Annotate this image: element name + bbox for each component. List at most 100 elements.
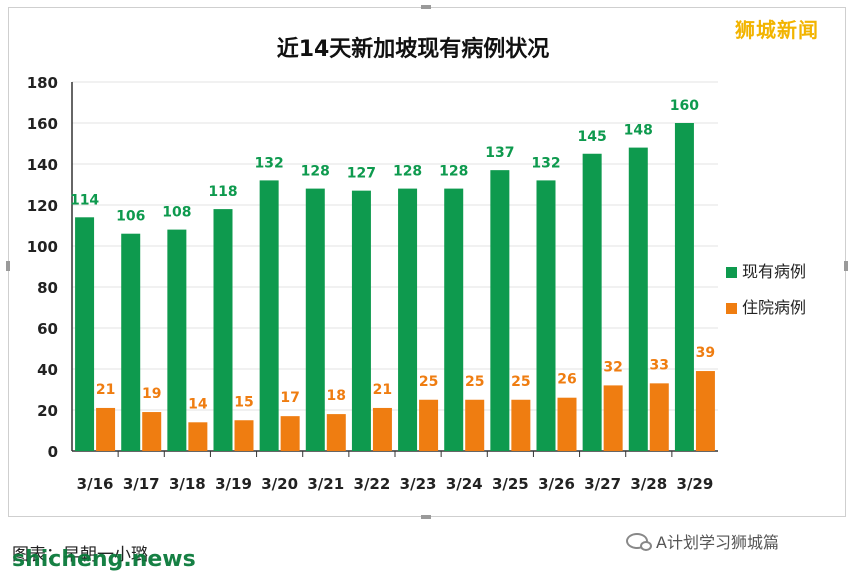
bar-current-cases: [398, 188, 418, 451]
data-label-hospitalized: 15: [234, 394, 253, 410]
y-tick-label: 120: [27, 197, 58, 215]
data-label-current-cases: 160: [670, 98, 699, 114]
data-label-current-cases: 128: [393, 164, 422, 180]
bar-current-cases: [213, 209, 233, 451]
bars: [75, 123, 715, 451]
bar-current-cases: [536, 180, 556, 451]
x-tick-label: 3/23: [400, 475, 437, 493]
y-tick-label: 20: [37, 402, 58, 420]
frame-handle-right: [844, 261, 848, 271]
bar-hospitalized: [465, 399, 485, 451]
x-tick-label: 3/18: [169, 475, 206, 493]
data-label-hospitalized: 25: [465, 374, 484, 390]
data-label-current-cases: 145: [578, 129, 607, 145]
watermark-bottom: shicheng.news: [12, 547, 196, 572]
frame-handle-top: [421, 5, 431, 9]
bar-hospitalized: [603, 385, 623, 451]
data-label-hospitalized: 21: [96, 382, 115, 398]
data-label-hospitalized: 14: [188, 396, 208, 412]
bar-hospitalized: [188, 422, 208, 451]
data-labels: 114 106 108 118 132 128 127 128 128 137 132 145 148 1…: [70, 98, 715, 412]
legend-swatch: [726, 267, 737, 278]
x-tick-label: 3/26: [538, 475, 575, 493]
data-label-hospitalized: 25: [419, 374, 438, 390]
wechat-icon: [626, 533, 652, 551]
bar-hospitalized: [326, 414, 346, 451]
bar-current-cases: [167, 229, 187, 451]
bar-hospitalized: [695, 371, 715, 451]
data-label-hospitalized: 19: [142, 386, 161, 402]
x-tick-label: 3/24: [446, 475, 483, 493]
bar-current-cases: [121, 233, 141, 451]
y-tick-label: 140: [27, 156, 58, 174]
bar-hospitalized: [142, 412, 162, 451]
bar-current-cases: [305, 188, 325, 451]
y-tick-label: 60: [37, 320, 58, 338]
y-tick-label: 180: [27, 74, 58, 92]
bar-current-cases: [351, 190, 371, 451]
x-tick-label: 3/29: [677, 475, 714, 493]
wechat-label: A计划学习狮城篇: [656, 533, 779, 552]
bar-current-cases: [674, 123, 694, 451]
data-label-current-cases: 148: [624, 123, 653, 139]
legend-label: 住院病例: [742, 298, 806, 317]
bar-hospitalized: [372, 407, 392, 451]
x-tick-label: 3/22: [354, 475, 391, 493]
data-label-hospitalized: 26: [557, 372, 576, 388]
y-tick-label: 160: [27, 115, 58, 133]
x-tick-label: 3/17: [123, 475, 160, 493]
frame-handle-bottom: [421, 515, 431, 519]
bar-hospitalized: [280, 416, 300, 451]
bar-hospitalized: [234, 420, 254, 451]
frame-handle-left: [6, 261, 10, 271]
data-label-current-cases: 106: [116, 209, 145, 225]
bar-current-cases: [582, 153, 602, 451]
data-label-hospitalized: 17: [280, 390, 299, 406]
bar-hospitalized: [649, 383, 669, 451]
legend-swatch: [726, 303, 737, 314]
x-tick-label: 3/25: [492, 475, 529, 493]
chart-title: 近14天新加坡现有病例状况: [277, 36, 550, 62]
data-label-current-cases: 127: [347, 166, 376, 182]
bar-hospitalized: [511, 399, 531, 451]
data-label-current-cases: 118: [208, 184, 237, 200]
y-tick-label: 40: [37, 361, 58, 379]
bar-chart: 0 20 40 60 80 100 120 140 160 180 3/16 3/17 3/18 3/19…: [27, 36, 806, 493]
bar-current-cases: [628, 147, 648, 451]
y-tick-label: 0: [48, 443, 58, 461]
caption: 图表：早朝一小璐: [12, 545, 148, 565]
bar-current-cases: [444, 188, 464, 451]
x-tick-label: 3/16: [77, 475, 114, 493]
data-label-current-cases: 137: [485, 145, 514, 161]
bar-hospitalized: [419, 399, 439, 451]
bar-current-cases: [75, 217, 95, 451]
data-label-hospitalized: 21: [373, 382, 392, 398]
watermark-top: 狮城新闻: [735, 18, 819, 42]
data-label-current-cases: 128: [301, 164, 330, 180]
bar-hospitalized: [96, 407, 116, 451]
data-label-hospitalized: 25: [511, 374, 530, 390]
bar-current-cases: [259, 180, 279, 451]
data-label-hospitalized: 18: [327, 388, 346, 404]
data-label-current-cases: 114: [70, 192, 99, 208]
x-tick-label: 3/20: [261, 475, 298, 493]
legend-label: 现有病例: [742, 262, 806, 281]
data-label-current-cases: 128: [439, 164, 468, 180]
bar-current-cases: [490, 170, 510, 451]
data-label-current-cases: 108: [162, 205, 191, 221]
axes: 0 20 40 60 80 100 120 140 160 180 3/16 3/17 3/18 3/19…: [27, 74, 718, 493]
x-tick-label: 3/27: [584, 475, 621, 493]
data-label-current-cases: 132: [531, 155, 560, 171]
wechat-badge: A计划学习狮城篇: [626, 530, 779, 552]
x-tick-label: 3/21: [307, 475, 344, 493]
data-label-hospitalized: 39: [696, 345, 715, 361]
data-label-hospitalized: 32: [603, 359, 622, 375]
bar-hospitalized: [557, 397, 577, 451]
data-label-current-cases: 132: [255, 155, 284, 171]
y-tick-label: 80: [37, 279, 58, 297]
x-tick-label: 3/28: [630, 475, 667, 493]
x-tick-label: 3/19: [215, 475, 252, 493]
data-label-hospitalized: 33: [650, 357, 669, 373]
y-tick-label: 100: [27, 238, 58, 256]
